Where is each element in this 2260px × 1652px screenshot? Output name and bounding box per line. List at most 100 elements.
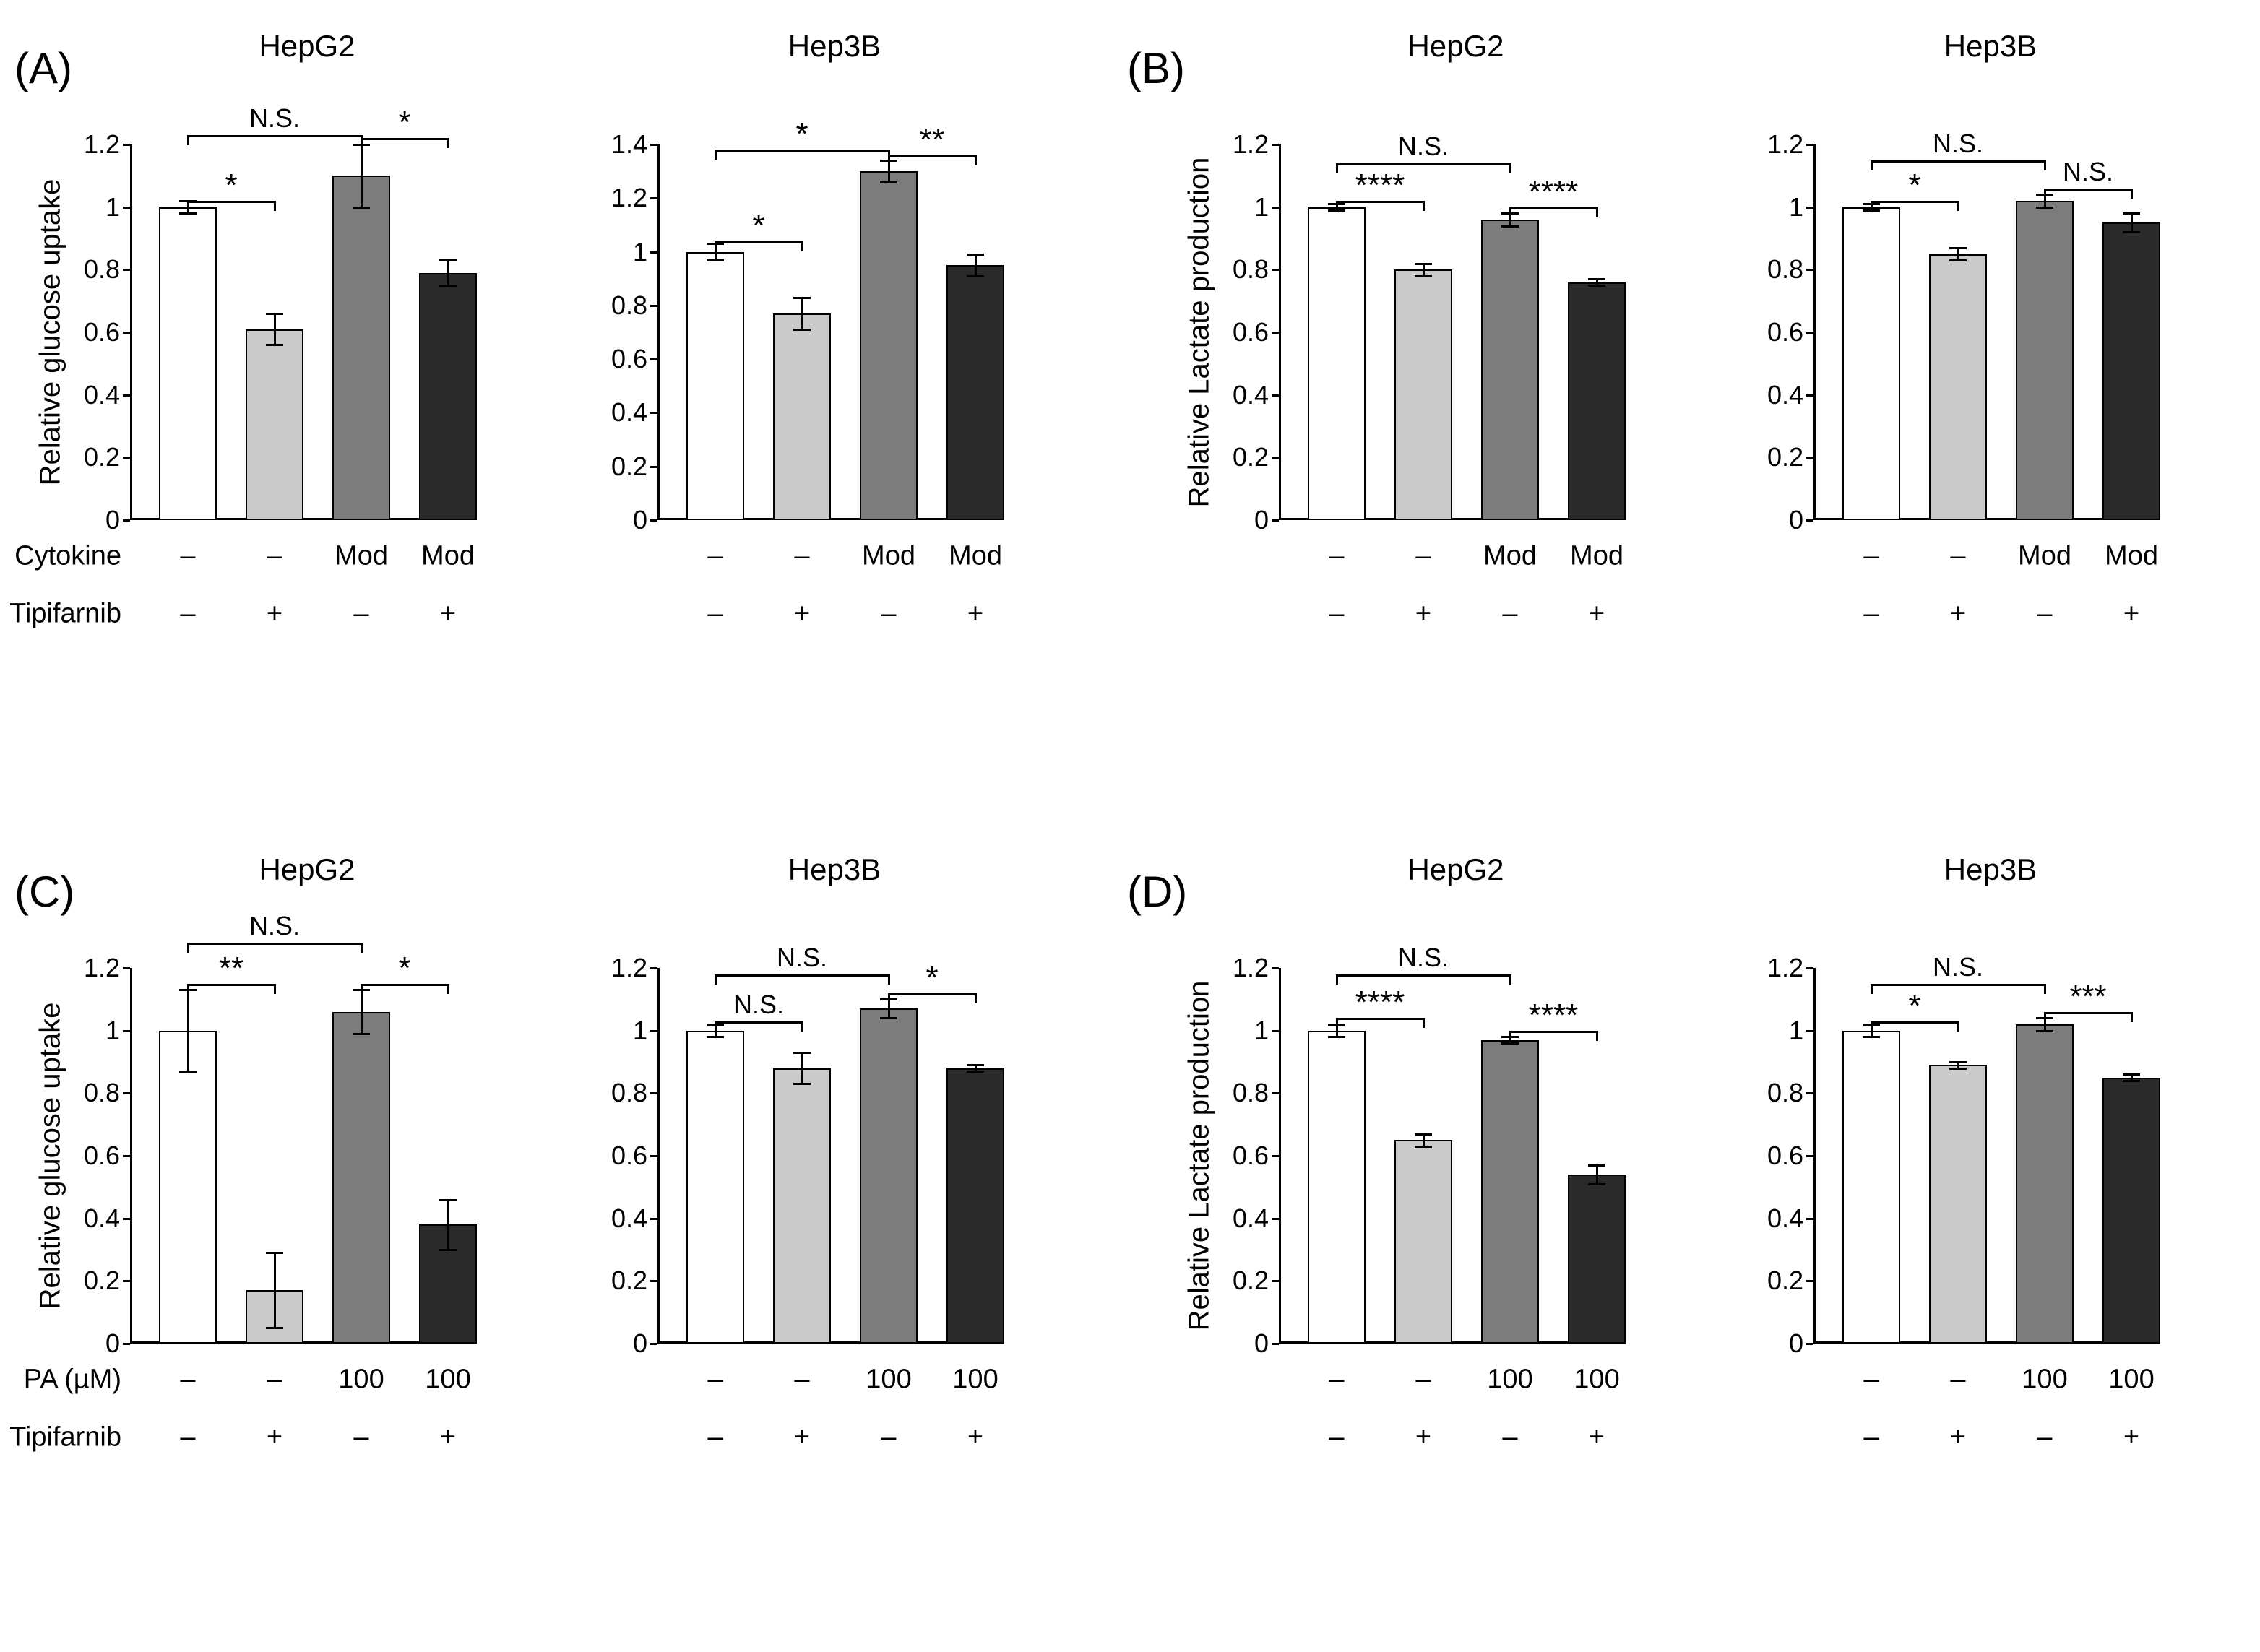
bar [246, 329, 303, 520]
y-tick [123, 394, 130, 397]
error-cap-bot [1415, 1146, 1432, 1148]
sig-bracket-drop [888, 155, 890, 165]
treatment-cell: – [2037, 599, 2052, 630]
error-cap-top [793, 1052, 811, 1054]
treatment-cell: 100 [1487, 1365, 1532, 1396]
treatment-label: Tipifarnib [9, 1422, 121, 1453]
bar [159, 207, 217, 520]
treatment-cell: Mod [421, 541, 475, 572]
sig-label: **** [1529, 998, 1579, 1034]
y-tick [650, 1155, 657, 1157]
y-tick [1806, 457, 1813, 459]
sig-bracket-drop [975, 993, 977, 1003]
treatment-cell: + [1589, 1422, 1605, 1453]
treatment-cell: – [707, 599, 723, 630]
y-tick [650, 305, 657, 307]
sig-bracket-drop [801, 1021, 803, 1032]
error-cap-bot [353, 1033, 370, 1035]
error-bar [1423, 1134, 1425, 1146]
y-tick-label: 0.8 [1233, 254, 1269, 285]
y-tick-label: 1 [1789, 192, 1803, 222]
sig-bracket-drop [2044, 160, 2046, 170]
treatment-cell: – [1950, 541, 1965, 572]
error-cap-top [967, 1064, 984, 1066]
y-tick-label: 1 [633, 1016, 647, 1046]
sig-bracket [715, 974, 889, 977]
y-tick-label: 1.2 [1233, 953, 1269, 983]
bar [686, 252, 744, 520]
error-cap-bot [707, 259, 724, 261]
plot-area: 00.20.40.60.811.2N.S.N.S.* [657, 968, 1004, 1344]
chart-title: HepG2 [130, 29, 484, 64]
chart-title: Hep3B [1813, 29, 2168, 64]
error-cap-bot [1863, 1036, 1880, 1038]
bar [1394, 269, 1452, 520]
sig-bracket [1337, 163, 1510, 165]
sig-bracket-drop [1336, 974, 1338, 985]
sig-label: * [752, 208, 764, 244]
y-tick [1272, 207, 1279, 209]
treatment-cell: + [1950, 1422, 1966, 1453]
y-tick [1272, 332, 1279, 334]
sig-bracket-drop [1336, 163, 1338, 173]
sig-bracket [715, 1021, 802, 1024]
error-cap-bot [266, 1327, 283, 1329]
chart-C-Hep3B: Hep3B00.20.40.60.811.2N.S.N.S.*––100100–… [657, 867, 1012, 1488]
y-tick-label: 0 [1789, 1328, 1803, 1359]
plot-area: Relative glucose uptake00.20.40.60.811.2… [130, 144, 477, 520]
treatment-cell: + [967, 1422, 983, 1453]
y-tick [123, 1155, 130, 1157]
y-tick [650, 144, 657, 146]
chart-title: HepG2 [1279, 852, 1633, 887]
sig-bracket-drop [1336, 1018, 1338, 1028]
sig-bracket-drop [447, 138, 449, 148]
treatment-cell: + [440, 599, 456, 630]
treatment-cell: 100 [2022, 1365, 2067, 1396]
error-cap-top [1949, 1061, 1967, 1063]
treatment-cell: – [1329, 599, 1344, 630]
treatment-cell: Mod [2018, 541, 2071, 572]
chart-D-Hep3B: Hep3B00.20.40.60.811.2*N.S.***––100100–+… [1813, 867, 2168, 1488]
sig-label: N.S. [1933, 952, 1983, 982]
sig-bracket-drop [801, 241, 803, 251]
error-cap-top [266, 313, 283, 315]
sig-bracket [2045, 189, 2131, 191]
y-tick [650, 1280, 657, 1282]
sig-label: **** [1355, 168, 1405, 204]
treatment-cell: – [180, 1422, 195, 1453]
sig-bracket-drop [1509, 163, 1511, 173]
y-tick-label: 0.4 [611, 1203, 647, 1234]
sig-label: ** [920, 122, 944, 158]
y-tick-label: 0 [105, 505, 120, 535]
y-tick [650, 251, 657, 254]
y-tick [1806, 1218, 1813, 1220]
treatment-cell: – [707, 541, 723, 572]
y-tick-label: 0 [1254, 505, 1269, 535]
y-tick-label: 0.2 [84, 1266, 120, 1296]
treatment-cell: Mod [2105, 541, 2158, 572]
bar [419, 273, 477, 520]
y-tick-label: 0 [105, 1328, 120, 1359]
treatment-cell: – [1863, 1365, 1879, 1396]
sig-label: N.S. [1398, 131, 1449, 162]
y-tick [123, 519, 130, 522]
error-cap-bot [1949, 1068, 1967, 1070]
sig-bracket [188, 135, 361, 137]
treatment-cell: – [180, 541, 195, 572]
error-bar [801, 1052, 803, 1084]
plot-area: 00.20.40.60.811.2*N.S.N.S. [1813, 144, 2160, 520]
error-cap-bot [1588, 1183, 1605, 1185]
bar [860, 171, 918, 520]
y-tick [123, 1218, 130, 1220]
y-tick-label: 0.2 [1767, 1266, 1803, 1296]
y-tick-label: 0.8 [1233, 1078, 1269, 1108]
error-cap-top [2123, 1073, 2140, 1076]
sig-bracket-drop [1596, 1031, 1598, 1041]
y-tick [1806, 1030, 1813, 1032]
error-cap-bot [1949, 259, 1967, 261]
bar [2016, 1024, 2074, 1344]
bar [1842, 1031, 1900, 1344]
y-tick-label: 0.2 [1233, 1266, 1269, 1296]
sig-label: * [926, 960, 938, 996]
sig-bracket-drop [1509, 207, 1511, 217]
